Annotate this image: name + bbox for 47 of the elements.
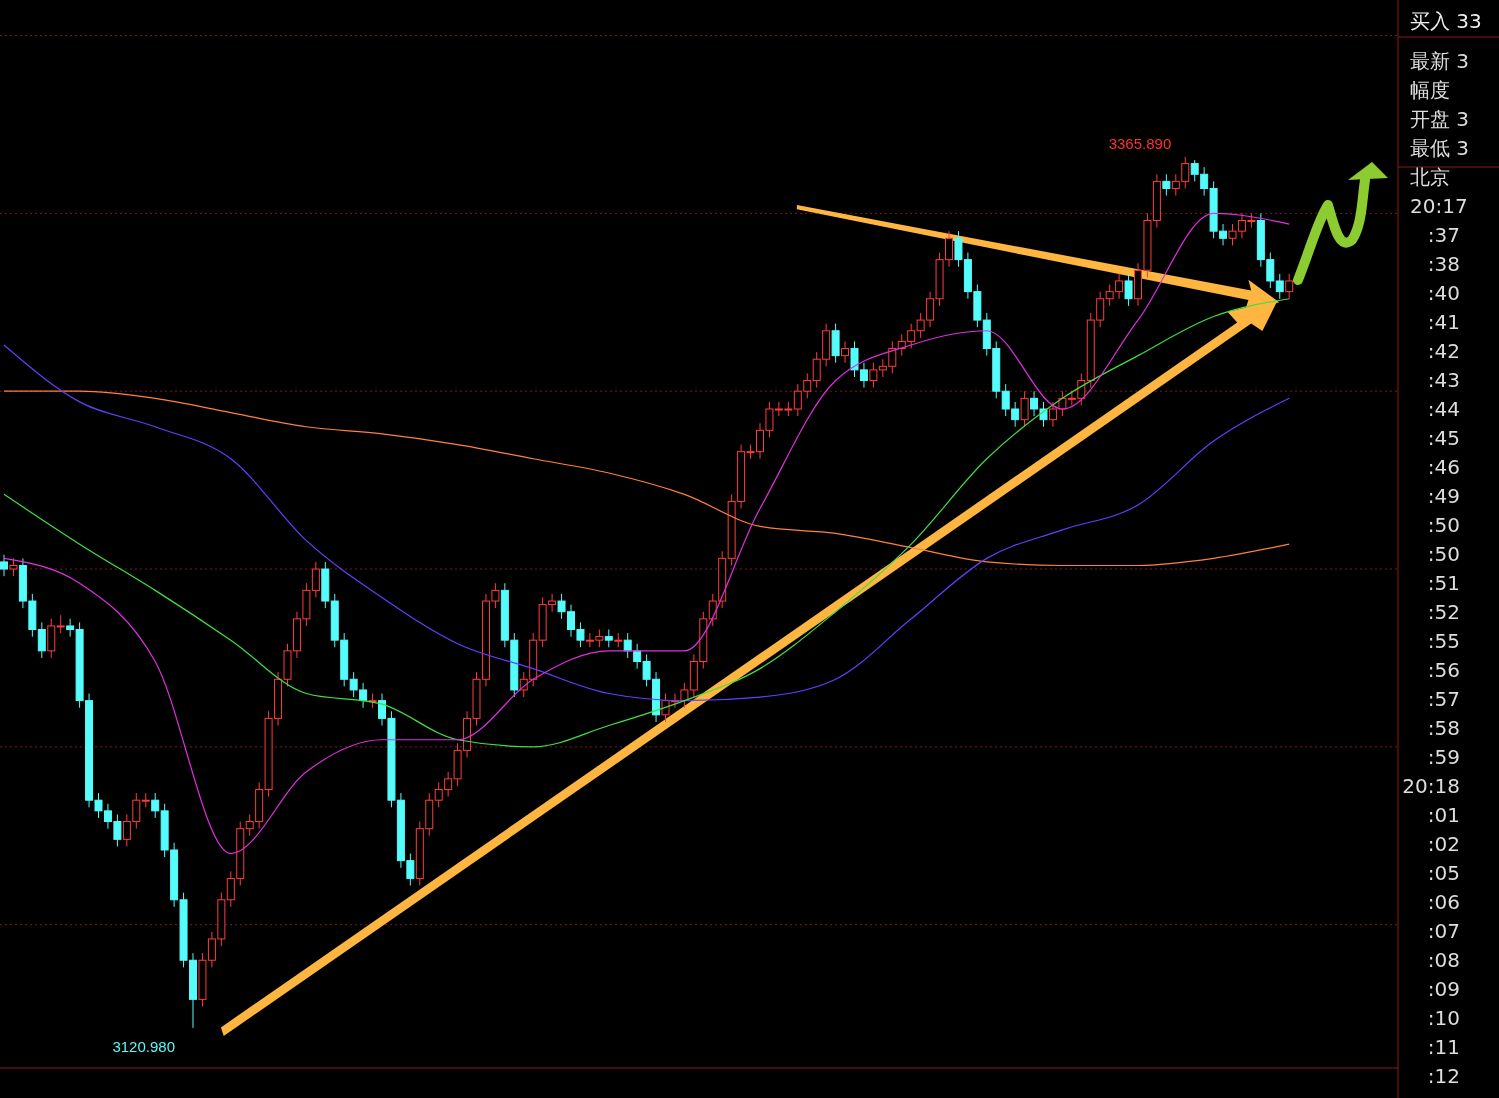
text: :50 (1427, 513, 1460, 537)
text: :38 (1427, 252, 1460, 276)
text: 幅度 (1410, 78, 1450, 102)
text: :02 (1427, 832, 1460, 856)
text: :44 (1427, 397, 1460, 421)
text: :07 (1427, 919, 1460, 943)
text: :52 (1427, 600, 1460, 624)
text: :51 (1427, 571, 1460, 595)
annotation: 3120.980 (112, 1037, 175, 1055)
text: :56 (1427, 658, 1460, 682)
text: :12 (1427, 1064, 1460, 1088)
text: 最低 3 (1410, 136, 1470, 160)
text: :37 (1427, 223, 1460, 247)
text: :09 (1427, 977, 1460, 1001)
text: 开盘 3 (1410, 107, 1470, 131)
text: :42 (1427, 339, 1460, 363)
text: 20:17 (1410, 194, 1468, 218)
text: :11 (1427, 1035, 1460, 1059)
text: 最新 3 (1410, 49, 1470, 73)
text: :43 (1427, 368, 1460, 392)
candlestick (0, 554, 8, 577)
text: :50 (1427, 542, 1460, 566)
candlestick (1162, 173, 1171, 197)
text: 20:18 (1402, 774, 1460, 798)
text: 买入 33 (1410, 9, 1482, 33)
text: :58 (1427, 716, 1460, 740)
candlestick (1275, 273, 1284, 300)
text: :49 (1427, 484, 1460, 508)
text: :05 (1427, 861, 1460, 885)
text: :59 (1427, 745, 1460, 769)
text: :55 (1427, 629, 1460, 653)
text: :45 (1427, 426, 1460, 450)
text: :08 (1427, 948, 1460, 972)
text: :57 (1427, 687, 1460, 711)
text: 北京 (1410, 165, 1450, 189)
text: :46 (1427, 455, 1460, 479)
text: :06 (1427, 890, 1460, 914)
candlestick (151, 792, 160, 819)
text: :01 (1427, 803, 1460, 827)
candlestick (1020, 390, 1029, 428)
text: :41 (1427, 310, 1460, 334)
candlestick (1285, 273, 1294, 300)
candlestick (1124, 273, 1133, 307)
text: :10 (1427, 1006, 1460, 1030)
annotation: 3365.890 (1108, 134, 1172, 152)
candlestick (841, 340, 850, 364)
text: :40 (1427, 281, 1460, 305)
